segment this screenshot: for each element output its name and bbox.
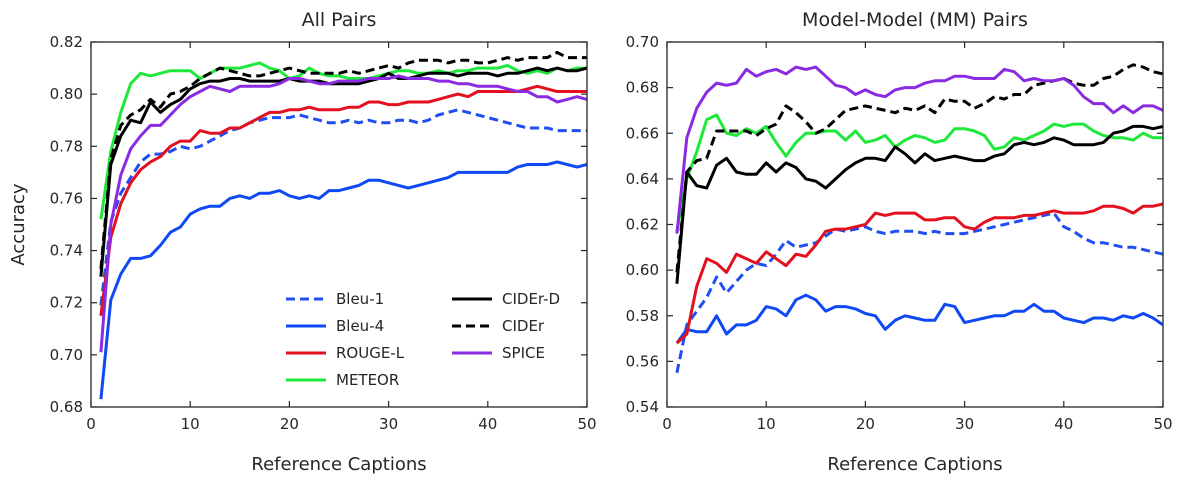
chart-2-x-tick-label: 30 — [955, 415, 974, 433]
chart-2-y-tick-label: 0.56 — [626, 352, 659, 370]
chart-1-series-group — [99, 50, 587, 400]
legend-label-bleu-4: Bleu-4 — [336, 317, 384, 335]
legend-label-cider-d: CIDEr-D — [502, 290, 560, 308]
chart-1-series-cider — [99, 50, 587, 269]
chart-2-x-tick-label: 0 — [662, 415, 672, 433]
chart-1-x-tick-label: 40 — [478, 415, 497, 433]
chart-2-series-spice — [675, 65, 1163, 234]
legend-label-meteor: METEOR — [336, 371, 399, 389]
legend-label-bleu-1: Bleu-1 — [336, 290, 384, 308]
chart-2-plot-frame — [666, 41, 1164, 408]
chart-2-title: Model-Model (MM) Pairs — [802, 9, 1028, 31]
chart-1-plot-frame — [90, 41, 588, 408]
legend-label-rouge-l: ROUGE-L — [336, 344, 405, 362]
chart-1-series-spice — [99, 74, 587, 353]
chart-2-y-tick-label: 0.68 — [626, 79, 659, 97]
chart-1-y-tick-label: 0.72 — [50, 294, 83, 312]
chart-2-y-tick-label: 0.70 — [626, 33, 659, 51]
chart-1-x-tick-label: 30 — [379, 415, 398, 433]
chart-2-x-tick-label: 50 — [1153, 415, 1172, 433]
chart-1-y-axis-label: Accuracy — [8, 183, 29, 266]
chart-1-y-tick-label: 0.82 — [50, 33, 83, 51]
chart-1-x-tick-label: 0 — [86, 415, 96, 433]
chart-2-series-rouge-l — [675, 202, 1163, 345]
chart-2-x-tick-label: 20 — [856, 415, 875, 433]
legend-label-cider: CIDEr — [502, 317, 545, 335]
legend-label-spice: SPICE — [502, 344, 545, 362]
chart-1-y-tick-label: 0.76 — [50, 189, 83, 207]
chart-2-y-tick-label: 0.64 — [626, 170, 659, 188]
chart-1-series-meteor — [99, 61, 587, 220]
chart-1-y-tick-label: 0.78 — [50, 137, 83, 155]
chart-2-series-bleu-1 — [675, 211, 1163, 374]
chart-1-y-tick-label: 0.74 — [50, 242, 83, 260]
chart-1-x-axis-label: Reference Captions — [251, 454, 426, 475]
chart-2-x-axis-label: Reference Captions — [827, 454, 1002, 475]
chart-2-y-tick-label: 0.66 — [626, 124, 659, 142]
chart-1-series-rouge-l — [99, 84, 587, 316]
chart-2-y-tick-label: 0.54 — [626, 398, 659, 416]
chart-2-y-tick-label: 0.58 — [626, 307, 659, 325]
chart-2-y-tick-label: 0.60 — [626, 261, 659, 279]
chart-1-x-tick-label: 20 — [280, 415, 299, 433]
chart-1-x-tick-label: 10 — [181, 415, 200, 433]
chart-2-series-cider-d — [675, 124, 1163, 284]
chart-2-series-cider — [675, 63, 1163, 273]
chart-1-series-bleu-1 — [99, 108, 587, 306]
chart-1-x-tick-label: 50 — [577, 415, 596, 433]
chart-1-series-cider-d — [99, 66, 587, 277]
chart-all-pairs: All Pairs Reference Captions Accuracy 0 10 20… — [8, 9, 597, 475]
chart-1-series-bleu-4 — [99, 160, 587, 400]
chart-1-y-tick-label: 0.80 — [50, 85, 83, 103]
chart-2-x-tick-label: 10 — [757, 415, 776, 433]
chart-1-y-tick-label: 0.70 — [50, 346, 83, 364]
chart-model-model-pairs: Model-Model (MM) Pairs Reference Captions… — [626, 9, 1173, 475]
chart-1-title: All Pairs — [302, 9, 377, 31]
chart-2-series-group — [675, 63, 1163, 374]
chart-2-series-bleu-4 — [675, 293, 1163, 344]
chart-2-series-meteor — [675, 113, 1163, 232]
chart-1-y-tick-label: 0.68 — [50, 398, 83, 416]
chart-1-legend: Bleu-1 Bleu-4 ROUGE-L METEOR CIDEr-D CIDEr SPI… — [286, 290, 560, 389]
chart-2-y-tick-label: 0.62 — [626, 216, 659, 234]
chart-2-x-tick-label: 40 — [1054, 415, 1073, 433]
